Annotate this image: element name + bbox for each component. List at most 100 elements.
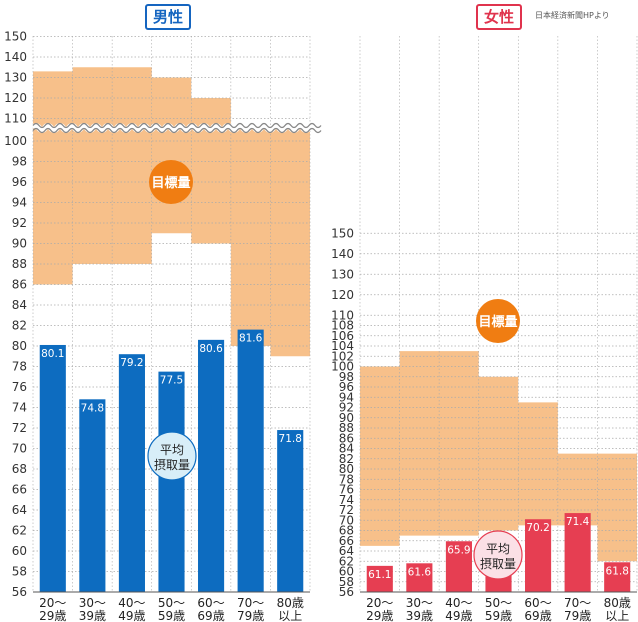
male-y-tick-label: 100 — [4, 134, 27, 148]
male-y-tick-label: 84 — [12, 298, 27, 312]
female-average-badge-line: 平均 — [486, 542, 510, 556]
male-x-tick-label: 69歳 — [197, 609, 224, 622]
female-data-label: 71.4 — [566, 516, 590, 528]
male-data-label: 81.6 — [239, 333, 263, 345]
male-y-tick-label: 130 — [4, 71, 27, 85]
male-y-tick-label: 96 — [12, 175, 27, 189]
female-y-tick-label: 120 — [331, 288, 354, 302]
male-y-tick-label: 74 — [12, 401, 27, 415]
male-x-tick-label: 29歳 — [39, 609, 66, 622]
male-x-tick-label: 70〜 — [237, 596, 264, 610]
female-chart-title: 女性 — [476, 4, 523, 30]
male-y-tick-label: 94 — [12, 196, 27, 210]
male-y-tick-label: 72 — [12, 421, 27, 435]
male-data-label: 77.5 — [160, 375, 183, 387]
female-x-tick-label: 30〜 — [406, 596, 433, 610]
female-y-tick-label: 58 — [339, 575, 354, 589]
female-x-tick-label: 49歳 — [445, 609, 472, 622]
male-axis-break-line — [32, 127, 322, 134]
female-x-tick-label: 20〜 — [366, 596, 393, 610]
male-target-badge-label: 目標量 — [151, 175, 190, 191]
female-y-tick-label: 68 — [339, 524, 354, 538]
female-y-tick-label: 140 — [331, 247, 354, 261]
female-x-tick-label: 60〜 — [524, 596, 551, 610]
male-x-tick-label: 20〜 — [39, 596, 66, 610]
male-bar — [158, 371, 185, 592]
female-bar — [406, 563, 433, 592]
male-y-tick-label: 90 — [12, 237, 27, 251]
female-x-tick-label: 69歳 — [524, 609, 551, 622]
male-y-tick-label: 56 — [12, 585, 27, 599]
female-bar — [604, 562, 631, 592]
female-y-tick-label: 150 — [331, 226, 354, 240]
male-chart-title: 男性 — [145, 4, 192, 30]
female-bar — [564, 513, 591, 592]
male-y-tick-label: 68 — [12, 462, 27, 476]
female-y-tick-label: 76 — [339, 483, 354, 497]
female-y-tick-label: 66 — [339, 534, 354, 548]
male-y-tick-label: 70 — [12, 442, 27, 456]
female-y-tick-label: 90 — [339, 411, 354, 425]
male-y-tick-label: 76 — [12, 380, 27, 394]
female-average-badge-line: 摂取量 — [480, 556, 516, 571]
male-target-range — [33, 67, 310, 357]
male-x-tick-label: 39歳 — [79, 609, 106, 622]
female-y-tick-label: 84 — [339, 442, 354, 456]
male-target-badge — [149, 160, 193, 204]
female-x-tick-label: 39歳 — [406, 609, 433, 622]
male-x-tick-label: 49歳 — [118, 609, 145, 622]
female-x-tick-label: 80歳 — [604, 596, 631, 610]
female-x-tick-label: 70〜 — [564, 596, 591, 610]
male-y-tick-label: 88 — [12, 257, 27, 271]
male-data-label: 74.8 — [81, 402, 104, 414]
male-axis-break — [30, 123, 324, 133]
male-y-tick-label: 82 — [12, 319, 27, 333]
female-y-tick-label: 62 — [339, 554, 354, 568]
female-target-badge-label: 目標量 — [478, 314, 517, 330]
male-axis-break-line — [32, 122, 322, 129]
female-y-tick-label: 100 — [331, 360, 354, 374]
male-x-tick-label: 60〜 — [197, 596, 224, 610]
male-data-label: 79.2 — [120, 357, 143, 369]
female-y-tick-label: 78 — [339, 472, 354, 486]
male-data-label: 80.1 — [41, 348, 64, 360]
male-x-tick-label: 40〜 — [118, 596, 145, 610]
male-y-tick-label: 60 — [12, 544, 27, 558]
male-x-tick-label: 50〜 — [158, 596, 185, 610]
male-bar — [277, 430, 304, 592]
male-y-tick-label: 86 — [12, 278, 27, 292]
female-data-label: 65.9 — [447, 544, 470, 556]
male-average-badge — [147, 431, 197, 481]
female-y-tick-label: 92 — [339, 401, 354, 415]
male-bar — [39, 344, 66, 592]
female-x-tick-label: 40〜 — [445, 596, 472, 610]
male-bar — [118, 354, 145, 592]
female-data-label: 70.2 — [526, 522, 549, 534]
male-y-tick-label: 110 — [4, 112, 27, 126]
male-y-tick-label: 64 — [12, 503, 27, 517]
female-y-tick-label: 110 — [331, 308, 354, 322]
female-data-label: 61.8 — [606, 565, 629, 577]
male-y-tick-label: 92 — [12, 216, 27, 230]
female-y-tick-label: 70 — [339, 513, 354, 527]
male-y-tick-label: 78 — [12, 360, 27, 374]
male-data-label: 71.8 — [279, 433, 302, 445]
female-y-tick-label: 104 — [331, 339, 354, 353]
male-x-tick-label: 80歳 — [277, 596, 304, 610]
male-bar — [79, 399, 106, 592]
female-y-tick-label: 64 — [339, 544, 354, 558]
female-y-tick-label: 106 — [331, 329, 354, 343]
female-y-tick-label: 94 — [339, 390, 354, 404]
female-bar — [445, 541, 472, 592]
female-x-tick-label: 以上 — [605, 609, 629, 622]
female-y-tick-label: 82 — [339, 452, 354, 466]
male-y-tick-label: 58 — [12, 565, 27, 579]
male-x-tick-label: 30〜 — [79, 596, 106, 610]
female-data-label: 61.1 — [368, 569, 391, 581]
female-x-tick-label: 79歳 — [564, 609, 591, 622]
female-target-badge — [476, 299, 520, 343]
male-y-tick-label: 66 — [12, 483, 27, 497]
female-y-tick-label: 86 — [339, 431, 354, 445]
male-data-label: 80.6 — [199, 343, 223, 355]
male-y-tick-label: 120 — [4, 91, 27, 105]
